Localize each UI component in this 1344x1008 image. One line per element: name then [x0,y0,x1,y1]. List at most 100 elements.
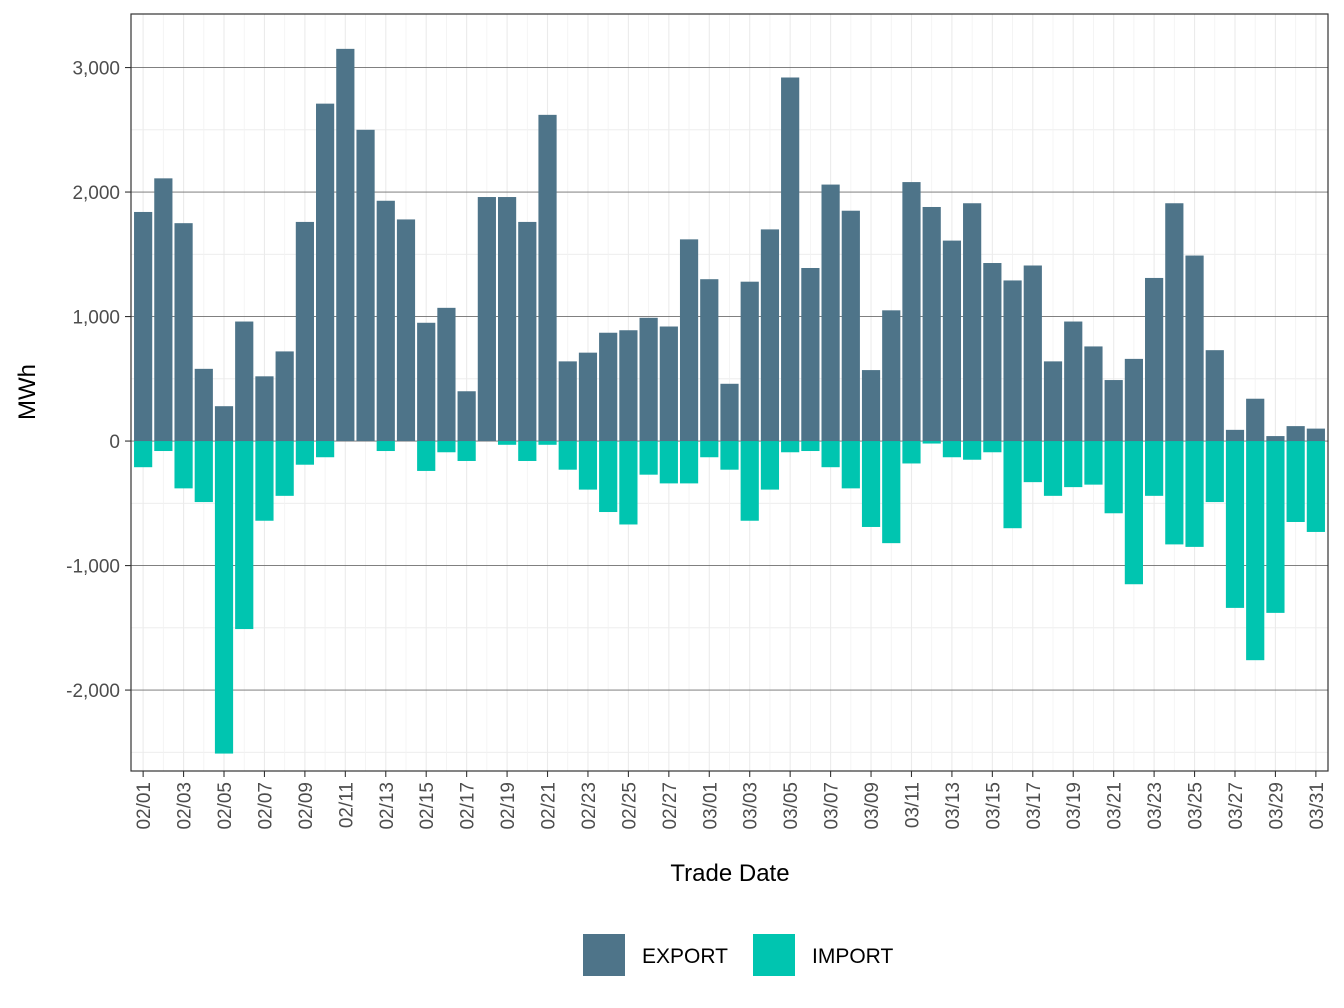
bar-import-02-26 [639,441,658,475]
bar-export-03-22 [1124,358,1143,442]
x-tick-label: 02/15 [417,782,438,830]
bar-export-02-21 [538,114,557,442]
bar-export-02-28 [679,239,699,442]
bar-import-03-17 [1023,441,1042,483]
bar-import-02-13 [376,441,395,452]
bar-export-02-27 [659,326,678,442]
bar-export-02-26 [639,317,658,442]
bar-export-02-10 [316,103,335,442]
bar-import-03-27 [1225,441,1245,608]
bar-import-03-08 [841,441,860,489]
x-tick-label: 03/05 [781,782,802,830]
y-tick-label: -2,000 [66,681,120,702]
bar-export-02-13 [376,200,395,442]
y-tick-label: 1,000 [72,308,120,329]
x-tick-label: 03/21 [1105,782,1126,830]
bar-export-02-15 [417,322,436,442]
bar-export-02-06 [235,321,254,442]
bar-export-03-24 [1165,203,1184,442]
bar-import-03-09 [861,441,881,527]
bar-export-02-23 [578,352,598,442]
bar-export-02-04 [194,368,213,442]
bar-import-02-06 [235,441,254,630]
x-tick-label: 02/17 [458,782,479,830]
bar-export-03-03 [740,281,759,442]
bar-export-03-21 [1104,380,1123,442]
bar-import-03-01 [700,441,719,458]
bar-import-03-30 [1286,441,1305,522]
bar-import-02-05 [214,441,234,754]
x-tick-label: 02/25 [619,782,640,830]
bar-import-02-24 [599,441,618,513]
bar-export-03-10 [882,310,901,442]
bar-export-02-03 [174,223,193,442]
legend-swatch-export [583,934,625,976]
bar-import-03-12 [922,441,941,444]
bar-export-02-01 [134,211,153,442]
bar-export-03-19 [1064,321,1083,442]
bar-import-02-15 [417,441,436,471]
x-tick-label: 03/15 [983,782,1004,830]
panel-border [130,13,1329,772]
bar-import-02-23 [578,441,598,490]
bar-export-03-15 [983,263,1002,442]
bar-export-02-22 [558,361,577,442]
bar-import-03-10 [882,441,901,544]
bar-export-03-31 [1306,428,1325,442]
bar-export-03-23 [1145,277,1164,442]
bar-export-03-25 [1185,255,1204,442]
x-tick-label: 03/09 [862,782,883,830]
x-tick-label: 03/13 [943,782,964,830]
legend-label-import: IMPORT [812,945,893,968]
x-tick-label: 02/21 [539,782,560,830]
bar-export-03-30 [1286,426,1305,442]
x-tick-label: 03/07 [822,782,843,830]
bar-import-02-27 [659,441,678,484]
bar-export-03-12 [922,206,941,442]
bar-export-02-24 [599,332,618,442]
bar-import-02-01 [134,441,153,468]
bar-export-03-07 [821,184,840,442]
bar-import-02-09 [295,441,314,465]
bar-export-02-11 [336,48,355,442]
x-tick-label: 03/27 [1226,782,1247,830]
x-tick-label: 02/01 [134,782,155,830]
bar-import-03-14 [963,441,982,460]
bar-export-03-20 [1084,346,1103,442]
bar-export-03-02 [720,383,739,442]
bar-export-03-05 [781,77,800,442]
y-axis-title: MWh [14,364,41,420]
legend: EXPORT IMPORT [583,934,893,976]
bar-import-02-16 [437,441,456,453]
bar-import-03-31 [1306,441,1325,532]
x-tick-label: 03/23 [1145,782,1166,830]
x-tick-label: 03/29 [1266,782,1287,830]
bar-import-03-11 [902,441,921,464]
bar-import-03-16 [1003,441,1022,529]
bar-layer [134,48,1325,754]
y-tick-label: 0 [109,432,120,453]
bar-export-02-05 [214,406,234,442]
bar-import-03-21 [1104,441,1123,514]
x-tick-label: 03/17 [1024,782,1045,830]
x-tick-label: 02/07 [255,782,276,830]
bar-export-03-28 [1246,398,1265,442]
bar-import-03-05 [781,441,800,453]
bar-export-03-26 [1205,350,1224,442]
bar-import-02-22 [558,441,577,470]
bar-export-03-27 [1225,429,1245,442]
bar-import-03-15 [983,441,1002,453]
bar-export-03-11 [902,182,921,442]
x-tick-label: 03/11 [902,782,923,828]
bar-export-02-18 [477,197,496,442]
bar-import-02-28 [679,441,699,484]
bar-import-03-19 [1064,441,1083,488]
bar-export-03-09 [861,370,881,442]
x-tick-label: 03/03 [741,782,762,830]
bar-import-03-22 [1124,441,1143,585]
bar-import-02-03 [174,441,193,489]
bar-import-03-25 [1185,441,1204,547]
x-tick-label: 02/13 [377,782,398,830]
bar-export-03-17 [1023,265,1042,442]
